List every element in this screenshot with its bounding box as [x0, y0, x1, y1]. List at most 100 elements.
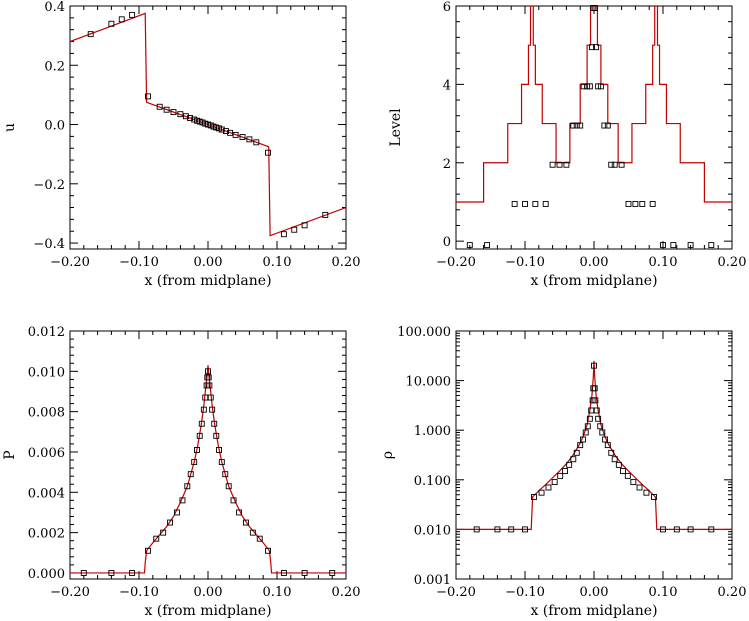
x-tick-label: 0.20	[332, 585, 361, 600]
data-marker	[608, 449, 615, 456]
data-marker	[670, 242, 677, 249]
data-marker	[163, 106, 170, 113]
data-marker	[708, 526, 715, 533]
data-marker	[577, 122, 584, 129]
x-axis-title: x (from midplane)	[530, 273, 657, 289]
x-tick-label: 0.00	[580, 585, 609, 600]
data-marker	[211, 420, 218, 427]
data-marker	[708, 242, 715, 249]
data-marker	[597, 83, 604, 90]
data-marker	[577, 442, 584, 449]
data-marker	[618, 161, 625, 168]
x-tick-label: −0.10	[119, 585, 159, 600]
data-marker	[494, 526, 501, 533]
data-marker	[80, 570, 87, 576]
data-marker	[182, 113, 189, 120]
y-axis-title: ρ	[380, 451, 396, 459]
data-marker	[660, 526, 666, 533]
x-axis-title: x (from midplane)	[144, 273, 271, 289]
data-marker	[156, 103, 163, 110]
data-marker	[580, 83, 587, 90]
data-marker	[636, 484, 643, 491]
y-tick-label: 0	[443, 235, 451, 250]
data-marker	[484, 242, 490, 249]
x-axis-title: x (from midplane)	[144, 603, 271, 619]
data-marker	[213, 432, 220, 439]
y-tick-label: 2	[443, 157, 451, 172]
data-marker	[557, 472, 564, 479]
data-marker	[227, 129, 234, 136]
data-marker	[584, 423, 591, 430]
data-marker	[253, 139, 260, 146]
x-tick-label: −0.20	[436, 585, 476, 600]
data-marker	[545, 484, 552, 491]
data-marker	[615, 461, 622, 468]
y-tick-label: 100.000	[397, 325, 451, 340]
data-marker	[687, 242, 694, 249]
data-marker	[222, 128, 229, 135]
data-marker	[209, 406, 216, 413]
data-marker	[205, 374, 212, 381]
y-tick-label: 0.001	[414, 573, 451, 588]
data-marker	[625, 200, 632, 207]
y-tick-label: 0.008	[28, 406, 65, 421]
data-marker	[153, 535, 160, 542]
data-marker	[187, 115, 194, 121]
data-marker	[599, 429, 606, 436]
data-marker	[562, 468, 568, 475]
data-marker	[522, 526, 528, 533]
data-marker	[643, 489, 650, 496]
data-marker	[230, 497, 237, 504]
x-tick-label: 0.00	[580, 255, 609, 270]
x-tick-label: −0.10	[505, 585, 545, 600]
data-marker	[256, 535, 263, 542]
data-marker	[239, 134, 246, 140]
data-marker	[593, 44, 600, 51]
data-marker	[597, 423, 604, 430]
x-tick-label: −0.10	[505, 255, 545, 270]
data-marker	[216, 447, 222, 453]
panel-u: −0.20 −0.10 0.00 0.10 0.20 −0.4 −0.2 0.0 0.2 0.4 x…	[2, 0, 360, 289]
data-marker	[592, 397, 599, 404]
data-marker	[167, 519, 174, 526]
data-marker	[611, 456, 618, 463]
data-marker	[222, 471, 229, 478]
model-line	[70, 365, 346, 574]
y-tick-label: 1.000	[414, 424, 451, 439]
data-marker	[588, 44, 595, 51]
data-marker	[549, 161, 556, 168]
data-marker	[218, 459, 225, 466]
y-axis-title: Level	[388, 108, 404, 147]
data-marker	[179, 497, 186, 504]
data-marker	[187, 471, 194, 478]
data-marker	[591, 362, 597, 369]
x-tick-label: 0.10	[263, 585, 292, 600]
x-tick-label: 0.10	[649, 585, 678, 600]
x-tick-label: 0.20	[718, 255, 747, 270]
axes-frame	[455, 5, 733, 250]
data-marker	[225, 483, 232, 490]
x-tick-label: −0.10	[119, 255, 159, 270]
data-marker	[531, 494, 537, 500]
y-tick-label: 0.000	[28, 567, 65, 582]
data-marker	[129, 11, 136, 18]
x-tick-label: −0.20	[50, 585, 90, 600]
data-marker	[87, 31, 94, 38]
data-marker	[532, 200, 539, 207]
data-marker	[570, 456, 577, 463]
panel-density: −0.20 −0.10 0.00 0.10 0.20 0.001 0.010 0.100 1.0…	[380, 325, 746, 619]
data-marker	[207, 394, 214, 401]
x-tick-label: −0.20	[436, 255, 476, 270]
x-axis-title: x (from midplane)	[530, 603, 657, 619]
x-tick-label: 0.00	[194, 255, 223, 270]
data-marker	[630, 479, 637, 486]
data-marker	[108, 20, 115, 27]
data-marker	[249, 529, 256, 536]
y-tick-label: 0.002	[28, 527, 65, 542]
data-marker	[588, 407, 595, 414]
y-tick-label: 0.4	[44, 0, 65, 15]
data-marker	[329, 570, 336, 576]
data-marker	[660, 242, 666, 249]
data-marker	[265, 547, 271, 554]
